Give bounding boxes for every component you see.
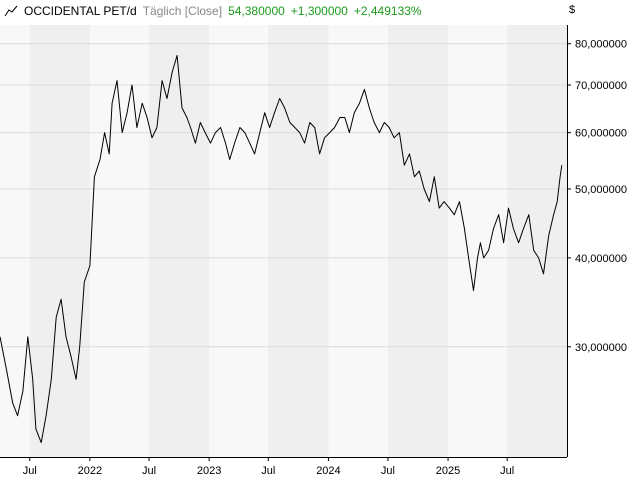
price-series-line <box>0 55 563 444</box>
x-tick-label: Jul <box>23 465 37 477</box>
x-tick-label: 2022 <box>78 465 102 477</box>
period-band <box>149 25 210 457</box>
period-band <box>507 25 567 457</box>
price-change-percent: +2,449133% <box>353 4 422 18</box>
last-price: 54,380000 <box>228 4 285 18</box>
line-chart-icon <box>4 5 18 20</box>
y-tick-label: 30,000000 <box>575 342 627 354</box>
period-band <box>29 25 90 457</box>
y-tick-label: 60,000000 <box>575 128 627 140</box>
y-tick-label: 50,000000 <box>575 184 627 196</box>
y-tick-label: 40,000000 <box>575 253 627 265</box>
period-band <box>268 25 329 457</box>
x-tick-label: Jul <box>261 465 275 477</box>
x-tick-label: 2024 <box>316 465 340 477</box>
x-tick-label: Jul <box>142 465 156 477</box>
instrument-name: OCCIDENTAL PET/d <box>24 4 137 18</box>
price-change: +1,300000 <box>290 4 348 18</box>
x-tick-label: Jul <box>381 465 395 477</box>
chart-mode: Täglich [Close] <box>142 4 223 18</box>
x-tick-label: 2023 <box>197 465 221 477</box>
y-tick-label: 70,000000 <box>575 80 627 92</box>
chart-header: OCCIDENTAL PET/d Täglich [Close] 54,380000… <box>4 4 428 20</box>
x-tick-label: Jul <box>500 465 514 477</box>
y-tick-label: 80,000000 <box>575 39 627 51</box>
x-tick-label: 2025 <box>436 465 460 477</box>
currency-label: $ <box>569 4 576 16</box>
period-band <box>387 25 449 457</box>
